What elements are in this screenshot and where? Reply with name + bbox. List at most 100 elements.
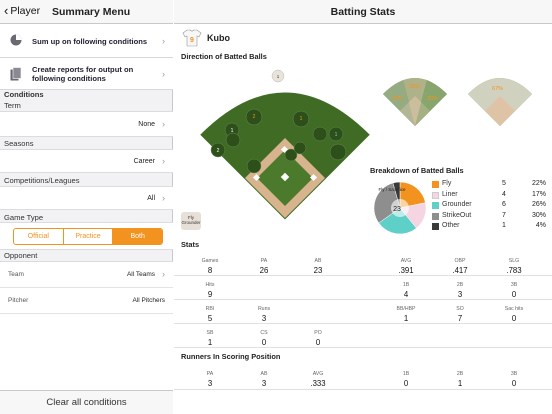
stat-value: 0 [261,338,267,347]
chevron-left-icon: ‹ [4,3,9,18]
stat-cell: PO 0 [288,330,348,347]
team-row[interactable]: Team All Teams › [0,262,173,288]
svg-text:1: 1 [231,128,234,134]
stat-cell: 2B 1 [430,371,490,388]
stat-label: Games [201,258,219,264]
jersey-number: 9 [190,37,194,44]
legend-count: 5 [502,180,506,187]
segment-official[interactable]: Official [14,229,64,244]
legend-pct: 17% [531,190,546,198]
stat-label: AVG [400,258,412,264]
main-nav-bar: Batting Stats [174,0,552,24]
legend-name: StrikeOut [442,211,472,219]
clear-all-conditions-button[interactable]: Clear all conditions [0,390,173,414]
game-type-label: Game Type [4,213,44,222]
stat-value: 0 [511,314,517,323]
term-row[interactable]: None › [0,111,173,137]
svg-text:1: 1 [335,132,338,138]
stat-label: 1B [402,371,410,377]
stat-cell: CS 0 [234,330,294,347]
pie-chart-icon [10,34,22,46]
documents-icon [10,67,22,81]
team-label: Team [8,271,24,278]
conditions-header: Conditions [4,90,44,99]
legend-swatch [432,191,439,199]
stat-label: Runs [257,306,271,312]
chevron-right-icon: › [162,156,165,166]
breakdown-label: Breakdown of Batted Balls [370,166,464,175]
legend-name: Grounder [442,201,472,208]
pie-center-label: 23 [393,206,401,213]
pitcher-label: Pitcher [8,297,29,304]
stat-cell: Sac hits 0 [484,306,544,323]
pitcher-row[interactable]: Pitcher All Pitchers [0,288,173,314]
stat-label: PA [260,258,268,264]
stat-cell: 1B 4 [376,282,436,299]
svg-text:2: 2 [253,114,256,120]
legend-pct: 22% [531,180,546,187]
breakdown-legend: Fly 5 22% Liner 4 17% Grounder 6 26% Str… [430,180,548,233]
batted-ball-field: 1 2 1 1 2 1 [199,69,371,221]
legend-row: Fly 5 22% [430,180,548,191]
competitions-row[interactable]: All › [0,186,173,210]
stat-cell: 2B 3 [430,282,490,299]
stats-row: SB 1 CS 0 PO 0 [174,324,552,348]
menu-item-sum-up[interactable]: Sum up on following conditions › [0,24,173,58]
stat-value: 4 [403,290,409,299]
stat-value: 7 [457,314,463,323]
stat-value: 1 [457,379,463,388]
chevron-right-icon: › [162,36,165,46]
stat-value: 0 [511,290,517,299]
legend-pct: 26% [531,201,546,208]
stat-value: 9 [207,290,213,299]
mini-field-1-pct-center: 33% [409,84,420,90]
back-button-label: Player [10,5,41,17]
stat-value: 8 [207,266,213,275]
team-value: All Teams [126,271,155,278]
legend-row: Grounder 6 26% [430,201,548,212]
stat-label: 2B [456,371,464,377]
player-name: Kubo [207,33,230,43]
stat-label: AB [260,371,268,377]
stat-cell: SLG .783 [484,258,544,275]
stat-label: 2B [456,282,464,288]
mini-field-1: 33% 33% 33% [383,78,447,126]
pie-slice-fly [399,181,426,209]
risp-label: Runners In Scoring Position [181,352,281,361]
stat-label: BB/HBP [396,306,416,312]
stats-row: Hits 9 1B 4 2B 3 3B 0 [174,276,552,300]
stat-cell: Runs 3 [234,306,294,323]
term-value: None [138,121,155,128]
stat-value: 0 [403,379,409,388]
stat-label: OBP [454,258,466,264]
legend-row: Liner 4 17% [430,191,548,202]
seasons-label: Seasons [4,139,34,148]
first-base [309,173,318,182]
chevron-right-icon: › [162,119,165,129]
chevron-right-icon: › [162,269,165,279]
stat-cell: BB/HBP 1 [376,306,436,323]
legend-row: StrikeOut 7 30% [430,212,548,223]
stat-value: 3 [457,290,463,299]
sidebar-title: Summary Menu [52,6,131,18]
legend-count: 6 [502,201,506,208]
segment-both[interactable]: Both [113,229,162,244]
competitions-label: Competitions/Leagues [4,176,80,185]
opponent-label: Opponent [4,251,38,260]
stat-cell: 3B 0 [484,282,544,299]
menu-item-create-reports[interactable]: Create reports for output on following c… [0,58,173,90]
stat-cell: Games 8 [180,258,240,275]
svg-text:1: 1 [300,116,303,122]
stat-cell: AB 3 [234,371,294,388]
seasons-row[interactable]: Career › [0,149,173,173]
stat-value: 3 [261,379,267,388]
stats-row: RBI 5 Runs 3 BB/HBP 1 SO 7 Sac hits 0 [174,300,552,324]
mini-field-2-pct: 67% [492,86,503,92]
back-button[interactable]: ‹ Player [4,3,41,18]
legend-count: 7 [502,211,506,219]
chevron-right-icon: › [162,69,165,79]
stat-value: 3 [261,314,267,323]
segment-practice[interactable]: Practice [64,229,114,244]
svg-text:2: 2 [217,148,220,154]
stat-value: 23 [313,266,323,275]
